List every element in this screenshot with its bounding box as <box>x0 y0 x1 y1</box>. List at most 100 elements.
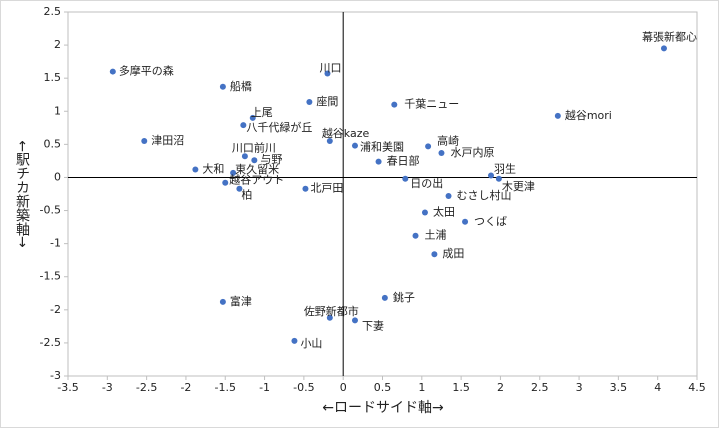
point <box>391 101 398 108</box>
point-label: 佐野新都市 <box>304 304 359 318</box>
point <box>462 218 469 225</box>
y-tick-label: -2 <box>50 303 61 316</box>
x-tick-label: 1 <box>418 381 425 394</box>
point <box>240 122 247 129</box>
point <box>495 175 502 182</box>
point <box>249 114 256 121</box>
point-label: 越谷アウト <box>229 173 284 187</box>
point-label: 小山 <box>300 337 322 350</box>
point-label: 越谷kaze <box>322 126 370 140</box>
y-tick-label: 0.5 <box>44 137 62 150</box>
point-label: 土浦 <box>425 229 447 242</box>
y-tick-label: -0.5 <box>40 204 61 217</box>
point-label: 与野 <box>260 153 282 166</box>
point <box>219 83 226 90</box>
y-tick-label: 2.5 <box>44 5 62 18</box>
point-label: 幕張新都心 <box>642 29 697 43</box>
point-label: 銚子 <box>393 290 415 304</box>
point-label: 津田沼 <box>151 133 184 147</box>
point <box>141 138 148 145</box>
point-label: 北戸田 <box>310 182 343 195</box>
x-tick-label: -1.5 <box>215 381 236 394</box>
y-tick-label: 2 <box>54 38 61 51</box>
point <box>219 298 226 305</box>
x-tick-label: -2.5 <box>136 381 157 394</box>
y-tick-label: 1 <box>54 104 61 117</box>
x-tick-label: 4 <box>654 381 661 394</box>
x-tick-label: 0.5 <box>374 381 392 394</box>
point <box>381 294 388 301</box>
point-label: 羽生 <box>494 161 516 175</box>
point-label: 春日部 <box>387 154 420 168</box>
point-label: 水戸内原 <box>450 145 494 159</box>
point <box>351 317 358 324</box>
point <box>230 169 237 176</box>
point-label: 多摩平の森 <box>119 64 174 78</box>
point <box>291 337 298 344</box>
y-tick-label: 1.5 <box>44 71 62 84</box>
point <box>251 157 258 164</box>
point <box>554 112 561 119</box>
point-label: 東久留米 <box>235 163 279 176</box>
point <box>488 172 495 179</box>
point <box>326 314 333 321</box>
point <box>192 166 199 173</box>
point <box>236 185 243 192</box>
x-tick-label: 1.5 <box>452 381 470 394</box>
y-axis-title: ←駅チカ新築軸→ <box>14 140 30 248</box>
point <box>445 192 452 199</box>
point-label: 座間 <box>316 94 338 108</box>
x-tick-label: 0 <box>340 381 347 394</box>
point-label: 日の出 <box>410 176 443 190</box>
point <box>660 45 667 52</box>
point-label: 柏 <box>241 188 252 202</box>
point-label: 高崎 <box>437 133 459 147</box>
point <box>431 251 438 258</box>
x-tick-label: 2.5 <box>531 381 549 394</box>
point-label: 船橋 <box>230 79 252 93</box>
point-label: 大和 <box>202 162 224 176</box>
x-tick-label: -3.5 <box>57 381 78 394</box>
point <box>306 99 313 106</box>
point <box>421 209 428 216</box>
y-tick-label: -3 <box>50 369 61 382</box>
point <box>412 232 419 239</box>
x-tick-label: -3 <box>102 381 113 394</box>
point-label: 川口前川 <box>232 140 276 154</box>
point-label: 富津 <box>230 294 252 308</box>
point-label: 千葉ニュー <box>404 97 459 111</box>
x-tick-label: 3.5 <box>610 381 628 394</box>
x-tick-label: 3 <box>576 381 583 394</box>
point-label: むさし村山 <box>457 188 512 202</box>
point <box>326 138 333 145</box>
x-tick-label: -0.5 <box>293 381 314 394</box>
x-tick-label: 4.5 <box>688 381 706 394</box>
point <box>438 149 445 156</box>
point <box>109 68 116 75</box>
x-tick-label: -1 <box>259 381 270 394</box>
point-label: 下妻 <box>362 319 384 332</box>
point <box>425 143 432 150</box>
point-label: つくば <box>474 215 507 228</box>
point-label: 上尾 <box>251 106 273 119</box>
point-label: 成田 <box>442 247 464 260</box>
y-tick-label: -1 <box>50 237 61 250</box>
point <box>402 175 409 182</box>
point <box>375 158 382 165</box>
y-tick-label: -2.5 <box>40 336 61 349</box>
point <box>324 70 331 77</box>
point-label: 太田 <box>433 206 455 219</box>
point-label: 木更津 <box>502 180 535 193</box>
point <box>351 142 358 149</box>
point <box>241 153 248 160</box>
point-label: 越谷mori <box>565 108 612 122</box>
point <box>222 179 229 186</box>
point <box>302 185 309 192</box>
y-tick-label: 0 <box>54 170 61 183</box>
x-tick-label: -2 <box>180 381 191 394</box>
x-axis-title: ←ロードサイド軸→ <box>322 400 444 416</box>
point-label: 川口 <box>319 62 341 75</box>
y-tick-label: -1.5 <box>40 270 61 283</box>
